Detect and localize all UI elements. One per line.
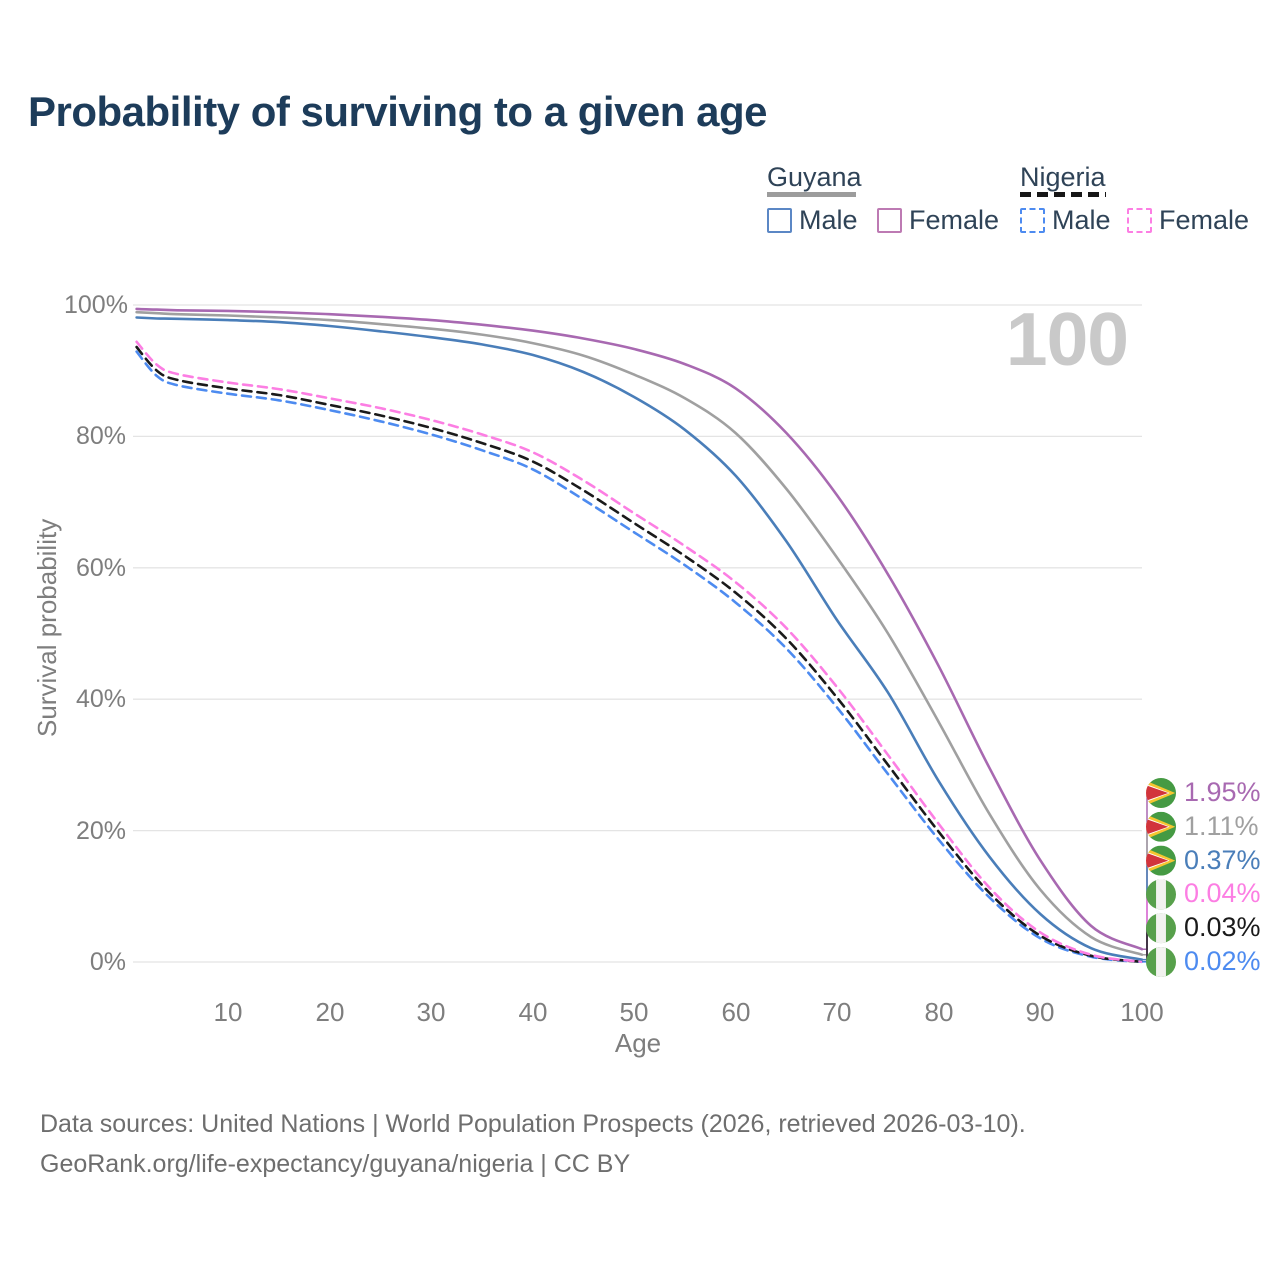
nigeria-flag-icon[interactable] <box>1146 879 1176 910</box>
legend-item-label: Female <box>909 205 1000 235</box>
hover-age-watermark: 100 <box>1005 297 1129 381</box>
legend-item-label: Male <box>799 205 858 235</box>
endpoint-label-nigeria-all[interactable]: 0.03% <box>1184 912 1261 942</box>
x-tick-label: 80 <box>924 997 954 1027</box>
series-line-nigeria-male[interactable] <box>135 350 1144 964</box>
nigeria-flag-icon[interactable] <box>1146 947 1176 977</box>
page-title: Probability of surviving to a given age <box>28 88 767 135</box>
y-tick-label: 0% <box>89 948 126 976</box>
endpoint-label-nigeria-male[interactable]: 0.02% <box>1184 946 1261 976</box>
x-tick-label: 100 <box>1120 997 1164 1027</box>
x-tick-label: 70 <box>822 997 852 1027</box>
legend-item-label: Male <box>1052 205 1111 235</box>
nigeria-flag-icon[interactable] <box>1146 913 1176 944</box>
series-line-nigeria[interactable] <box>135 345 1144 964</box>
legend-group-nigeria-label[interactable]: Nigeria <box>1020 162 1106 192</box>
nigeria-female-swatch-icon <box>1127 208 1152 233</box>
legend-item-nigeria-male[interactable]: Male <box>1020 205 1111 236</box>
legend-guyana-line-sample <box>767 192 856 197</box>
y-tick-label: 60% <box>75 554 126 582</box>
x-axis-title: Age <box>614 1028 662 1058</box>
endpoint-label-nigeria-female[interactable]: 0.04% <box>1184 878 1261 908</box>
citation-link: GeoRank.org/life-expectancy/guyana/niger… <box>40 1150 631 1178</box>
legend-item-guyana-female[interactable]: Female <box>877 205 999 236</box>
x-tick-label: 90 <box>1025 997 1055 1027</box>
y-axis-title: Survival probability <box>32 518 62 737</box>
legend-group-guyana-label[interactable]: Guyana <box>767 162 862 192</box>
y-tick-label: 40% <box>75 685 126 713</box>
x-tick-label: 20 <box>315 997 345 1027</box>
legend-item-guyana-male[interactable]: Male <box>767 205 858 236</box>
x-tick-label: 60 <box>721 997 751 1027</box>
series-line-guyana-male[interactable] <box>135 316 1144 961</box>
x-tick-label: 10 <box>213 997 243 1027</box>
legend-item-nigeria-female[interactable]: Female <box>1127 205 1249 236</box>
legend-nigeria-line-sample <box>1020 192 1106 197</box>
endpoint-label-guyana-male[interactable]: 0.37% <box>1184 845 1261 875</box>
series-line-guyana[interactable] <box>135 310 1144 956</box>
series-line-guyana-female[interactable] <box>135 307 1144 951</box>
guyana-flag-icon[interactable] <box>1146 845 1176 876</box>
data-sources-note: Data sources: United Nations | World Pop… <box>40 1110 1026 1138</box>
endpoint-label-guyana-female[interactable]: 1.95% <box>1184 777 1261 807</box>
series-line-nigeria-female[interactable] <box>135 340 1144 963</box>
guyana-flag-icon[interactable] <box>1146 778 1176 808</box>
y-tick-label: 20% <box>75 817 126 845</box>
x-tick-label: 30 <box>416 997 446 1027</box>
guyana-male-swatch-icon <box>767 208 792 233</box>
legend-item-label: Female <box>1159 205 1250 235</box>
guyana-female-swatch-icon <box>877 208 902 233</box>
x-tick-label: 50 <box>619 997 649 1027</box>
x-tick-label: 40 <box>518 997 548 1027</box>
nigeria-male-swatch-icon <box>1020 208 1045 233</box>
endpoint-label-guyana-all[interactable]: 1.11% <box>1184 811 1259 841</box>
guyana-flag-icon[interactable] <box>1146 811 1176 842</box>
y-tick-label: 80% <box>75 422 126 450</box>
y-tick-label: 100% <box>64 291 128 319</box>
